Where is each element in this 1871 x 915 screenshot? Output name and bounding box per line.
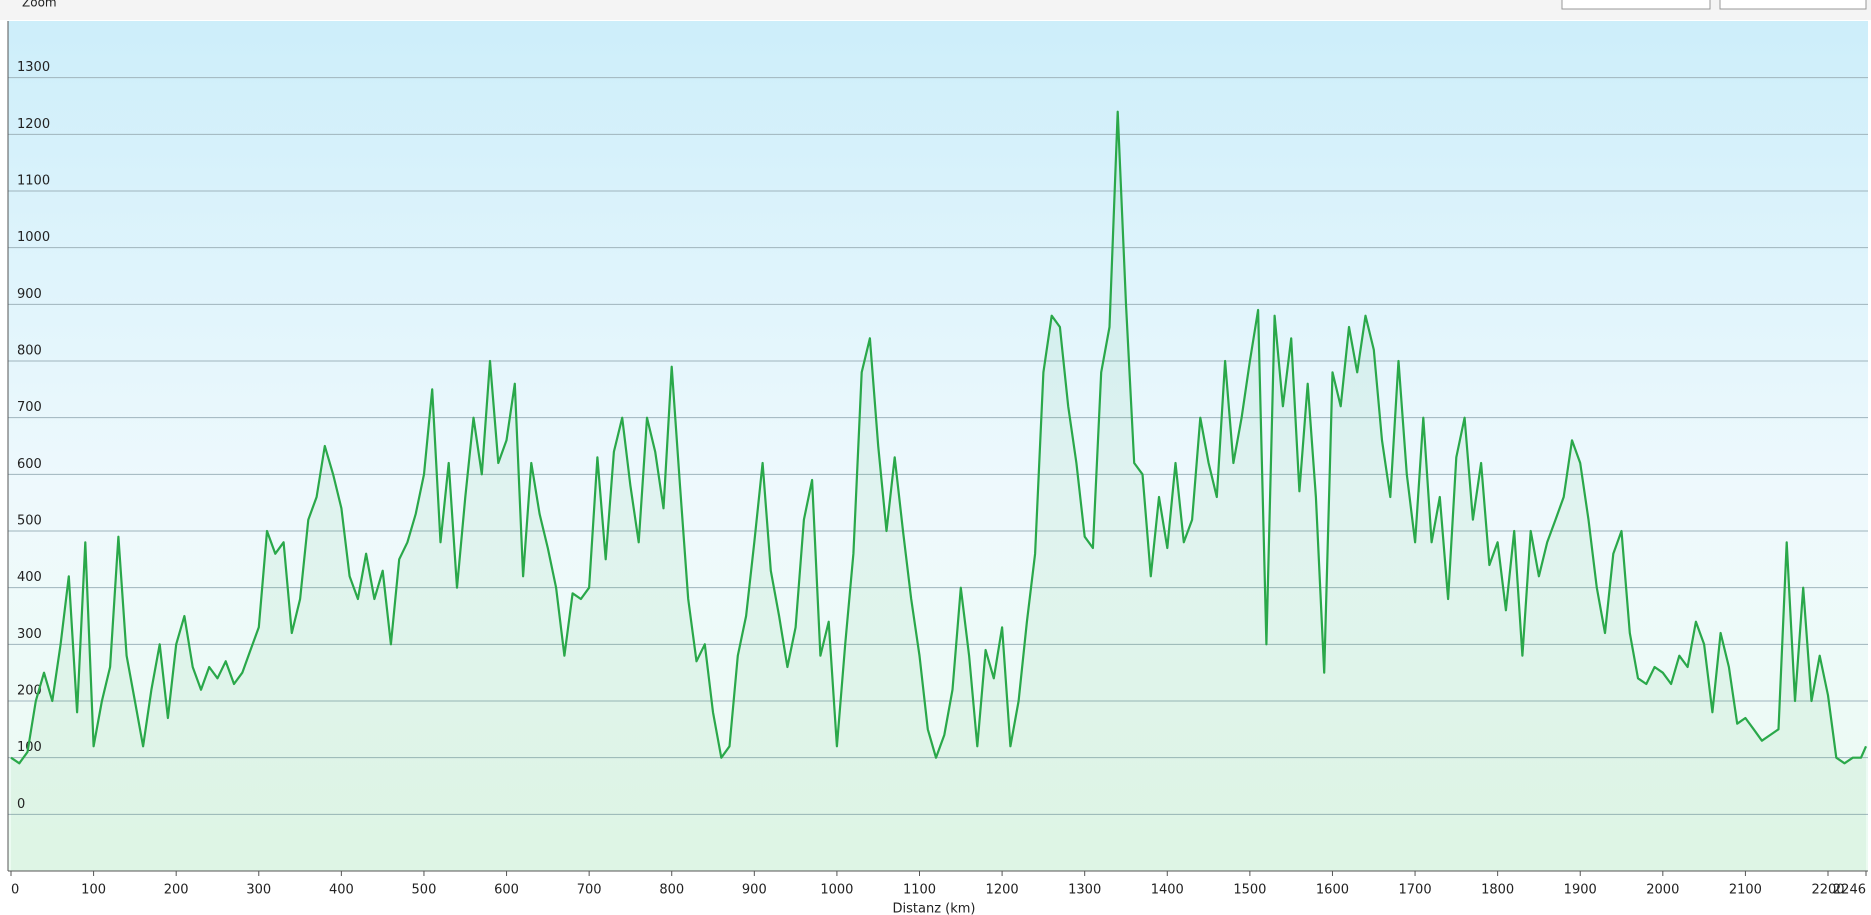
dropdown[interactable] bbox=[1719, 0, 1867, 10]
plot-area bbox=[8, 21, 1868, 871]
y-tick-label: 0 bbox=[17, 797, 25, 812]
x-tick-label: 1600 bbox=[1316, 883, 1349, 898]
x-tick-label: 1200 bbox=[986, 883, 1019, 898]
x-tick-label: 1500 bbox=[1233, 883, 1266, 898]
y-tick-label: 1000 bbox=[17, 230, 50, 245]
x-tick-label: 200 bbox=[164, 883, 189, 898]
x-tick-label: 1700 bbox=[1399, 883, 1432, 898]
x-tick-label: 2246 bbox=[1833, 883, 1866, 898]
x-tick-label: 500 bbox=[412, 883, 437, 898]
zoom-button[interactable]: Zoom bbox=[22, 0, 57, 10]
y-tick-label: 1200 bbox=[17, 117, 50, 132]
y-tick-label: 200 bbox=[17, 684, 42, 699]
x-axis-title: Distanz (km) bbox=[893, 902, 976, 915]
y-tick-label: 800 bbox=[17, 344, 42, 359]
x-tick-label: 300 bbox=[246, 883, 271, 898]
elevation-line bbox=[10, 110, 1868, 765]
x-tick-label: 400 bbox=[329, 883, 354, 898]
y-tick-label: 700 bbox=[17, 400, 42, 415]
x-tick-label: 600 bbox=[494, 883, 519, 898]
y-tick-label: 1100 bbox=[17, 174, 50, 189]
x-tick-label: 2100 bbox=[1729, 883, 1762, 898]
y-tick-label: 900 bbox=[17, 287, 42, 302]
x-tick-label: 2200 bbox=[1811, 883, 1844, 898]
y-tick-label: 1300 bbox=[17, 60, 50, 75]
dropdown[interactable] bbox=[1561, 0, 1711, 10]
area-fill bbox=[11, 111, 1866, 871]
x-tick-label: 1400 bbox=[1151, 883, 1184, 898]
x-tick-label: 1900 bbox=[1564, 883, 1597, 898]
x-tick-label: 0 bbox=[11, 883, 19, 898]
x-tick-label: 1800 bbox=[1481, 883, 1514, 898]
y-tick-label: 400 bbox=[17, 570, 42, 585]
y-tick-label: 600 bbox=[17, 457, 42, 472]
toolbar bbox=[0, 0, 1871, 20]
y-tick-label: 100 bbox=[17, 740, 42, 755]
x-tick-label: 700 bbox=[577, 883, 602, 898]
x-tick-label: 1300 bbox=[1068, 883, 1101, 898]
x-tick-label: 1100 bbox=[903, 883, 936, 898]
x-tick-label: 2000 bbox=[1646, 883, 1679, 898]
x-tick-label: 900 bbox=[742, 883, 767, 898]
y-tick-label: 300 bbox=[17, 627, 42, 642]
x-tick-label: 1000 bbox=[820, 883, 853, 898]
y-tick-label: 500 bbox=[17, 514, 42, 529]
x-tick-label: 800 bbox=[659, 883, 684, 898]
x-tick-label: 100 bbox=[81, 883, 106, 898]
